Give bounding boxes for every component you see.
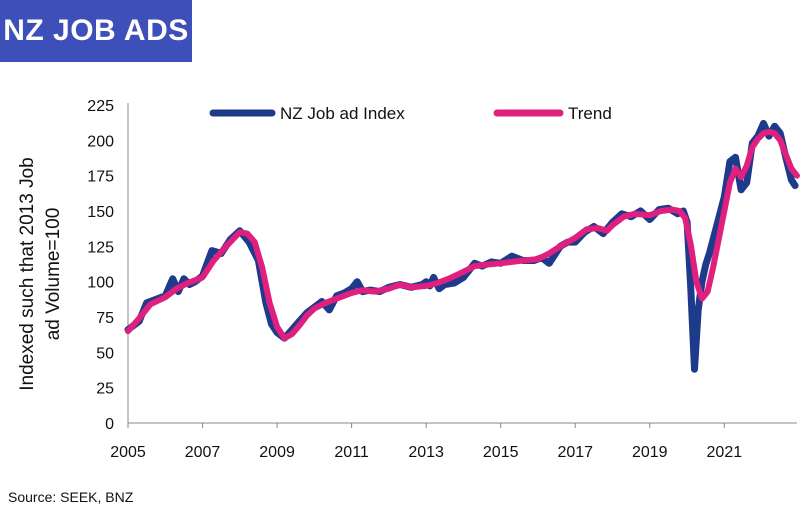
- x-tick-label: 2005: [110, 444, 146, 461]
- x-tick-labels: 2005 2007 2009 2011 2013 2015 2017 2019 2021: [110, 423, 742, 461]
- x-tick-label: 2013: [408, 444, 444, 461]
- y-tick-label: 75: [96, 310, 114, 327]
- axes: [127, 103, 797, 424]
- y-axis-label: Indexed such that 2013 Job ad Volume=100: [17, 157, 64, 390]
- y-tick-label: 125: [87, 239, 114, 256]
- y-tick-labels: 0 25 50 75 100 125 150 175 200 225: [87, 98, 114, 433]
- y-tick-label: 175: [87, 169, 114, 186]
- x-tick-label: 2021: [707, 444, 743, 461]
- chart-title-box: NZ JOB ADS: [0, 0, 192, 62]
- x-tick-label: 2007: [185, 444, 221, 461]
- legend-label: NZ Job ad Index: [280, 104, 405, 123]
- y-tick-label: 100: [87, 275, 114, 292]
- source-note: Source: SEEK, BNZ: [8, 489, 134, 505]
- series-line-trend: [125, 128, 800, 342]
- y-tick-label: 225: [87, 98, 114, 115]
- y-tick-label: 150: [87, 204, 114, 221]
- x-tick-label: 2017: [557, 444, 593, 461]
- y-axis-label-line: Indexed such that 2013 Job: [17, 157, 38, 390]
- chart-title: NZ JOB ADS: [3, 14, 189, 47]
- y-tick-label: 0: [105, 416, 114, 433]
- series-lines: [124, 119, 800, 373]
- y-tick-label: 50: [96, 345, 114, 362]
- y-tick-label: 200: [87, 133, 114, 150]
- x-tick-label: 2019: [632, 444, 668, 461]
- x-tick-label: 2015: [483, 444, 519, 461]
- legend: NZ Job ad Index Trend: [209, 104, 612, 123]
- y-axis-label-line: ad Volume=100: [43, 208, 64, 341]
- x-tick-label: 2011: [334, 444, 369, 461]
- legend-label: Trend: [568, 104, 612, 123]
- y-tick-label: 25: [96, 381, 114, 398]
- x-tick-label: 2009: [259, 444, 295, 461]
